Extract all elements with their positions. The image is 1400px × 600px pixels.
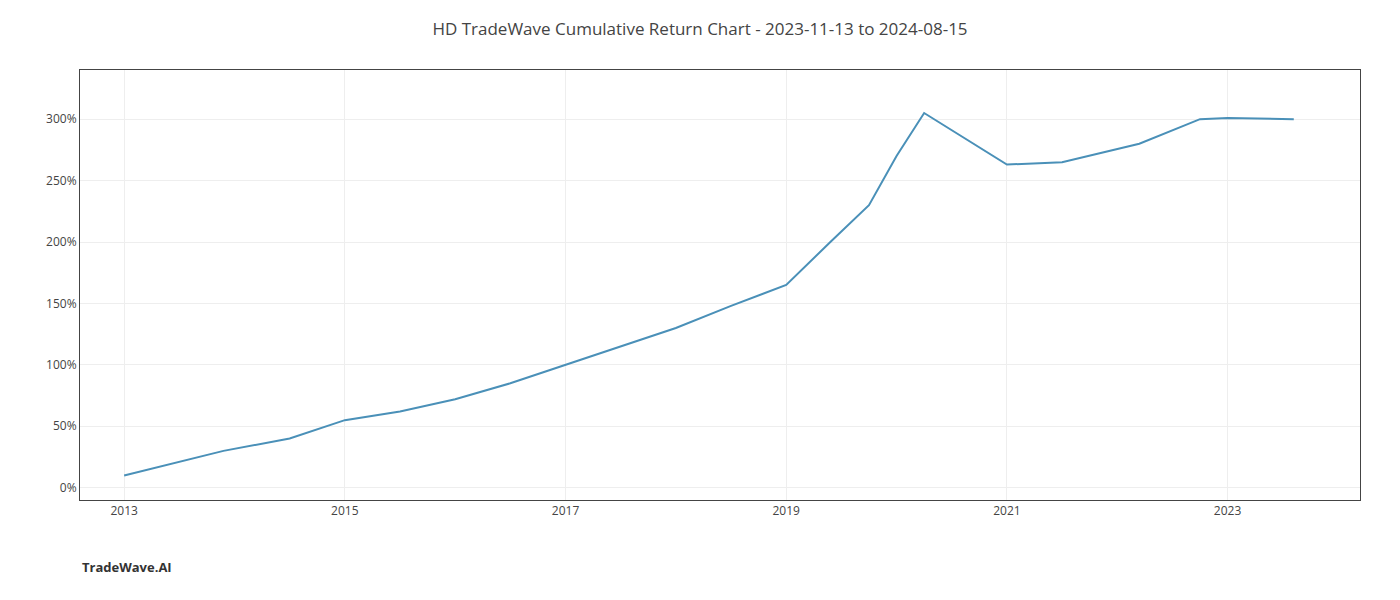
svg-text:50%: 50% [53,417,77,434]
svg-text:300%: 300% [46,110,77,127]
svg-text:2015: 2015 [331,502,359,519]
svg-text:2023: 2023 [1214,502,1242,519]
svg-text:TradeWave.AI: TradeWave.AI [82,558,172,576]
svg-text:2021: 2021 [993,502,1020,519]
svg-text:250%: 250% [46,172,77,189]
svg-text:100%: 100% [46,356,77,373]
svg-text:2019: 2019 [772,502,800,519]
svg-text:2017: 2017 [552,502,580,519]
svg-text:2013: 2013 [110,502,138,519]
svg-text:HD TradeWave Cumulative Return: HD TradeWave Cumulative Return Chart - 2… [432,17,967,40]
svg-text:150%: 150% [46,295,77,312]
svg-text:200%: 200% [46,233,77,250]
svg-text:0%: 0% [60,479,77,496]
